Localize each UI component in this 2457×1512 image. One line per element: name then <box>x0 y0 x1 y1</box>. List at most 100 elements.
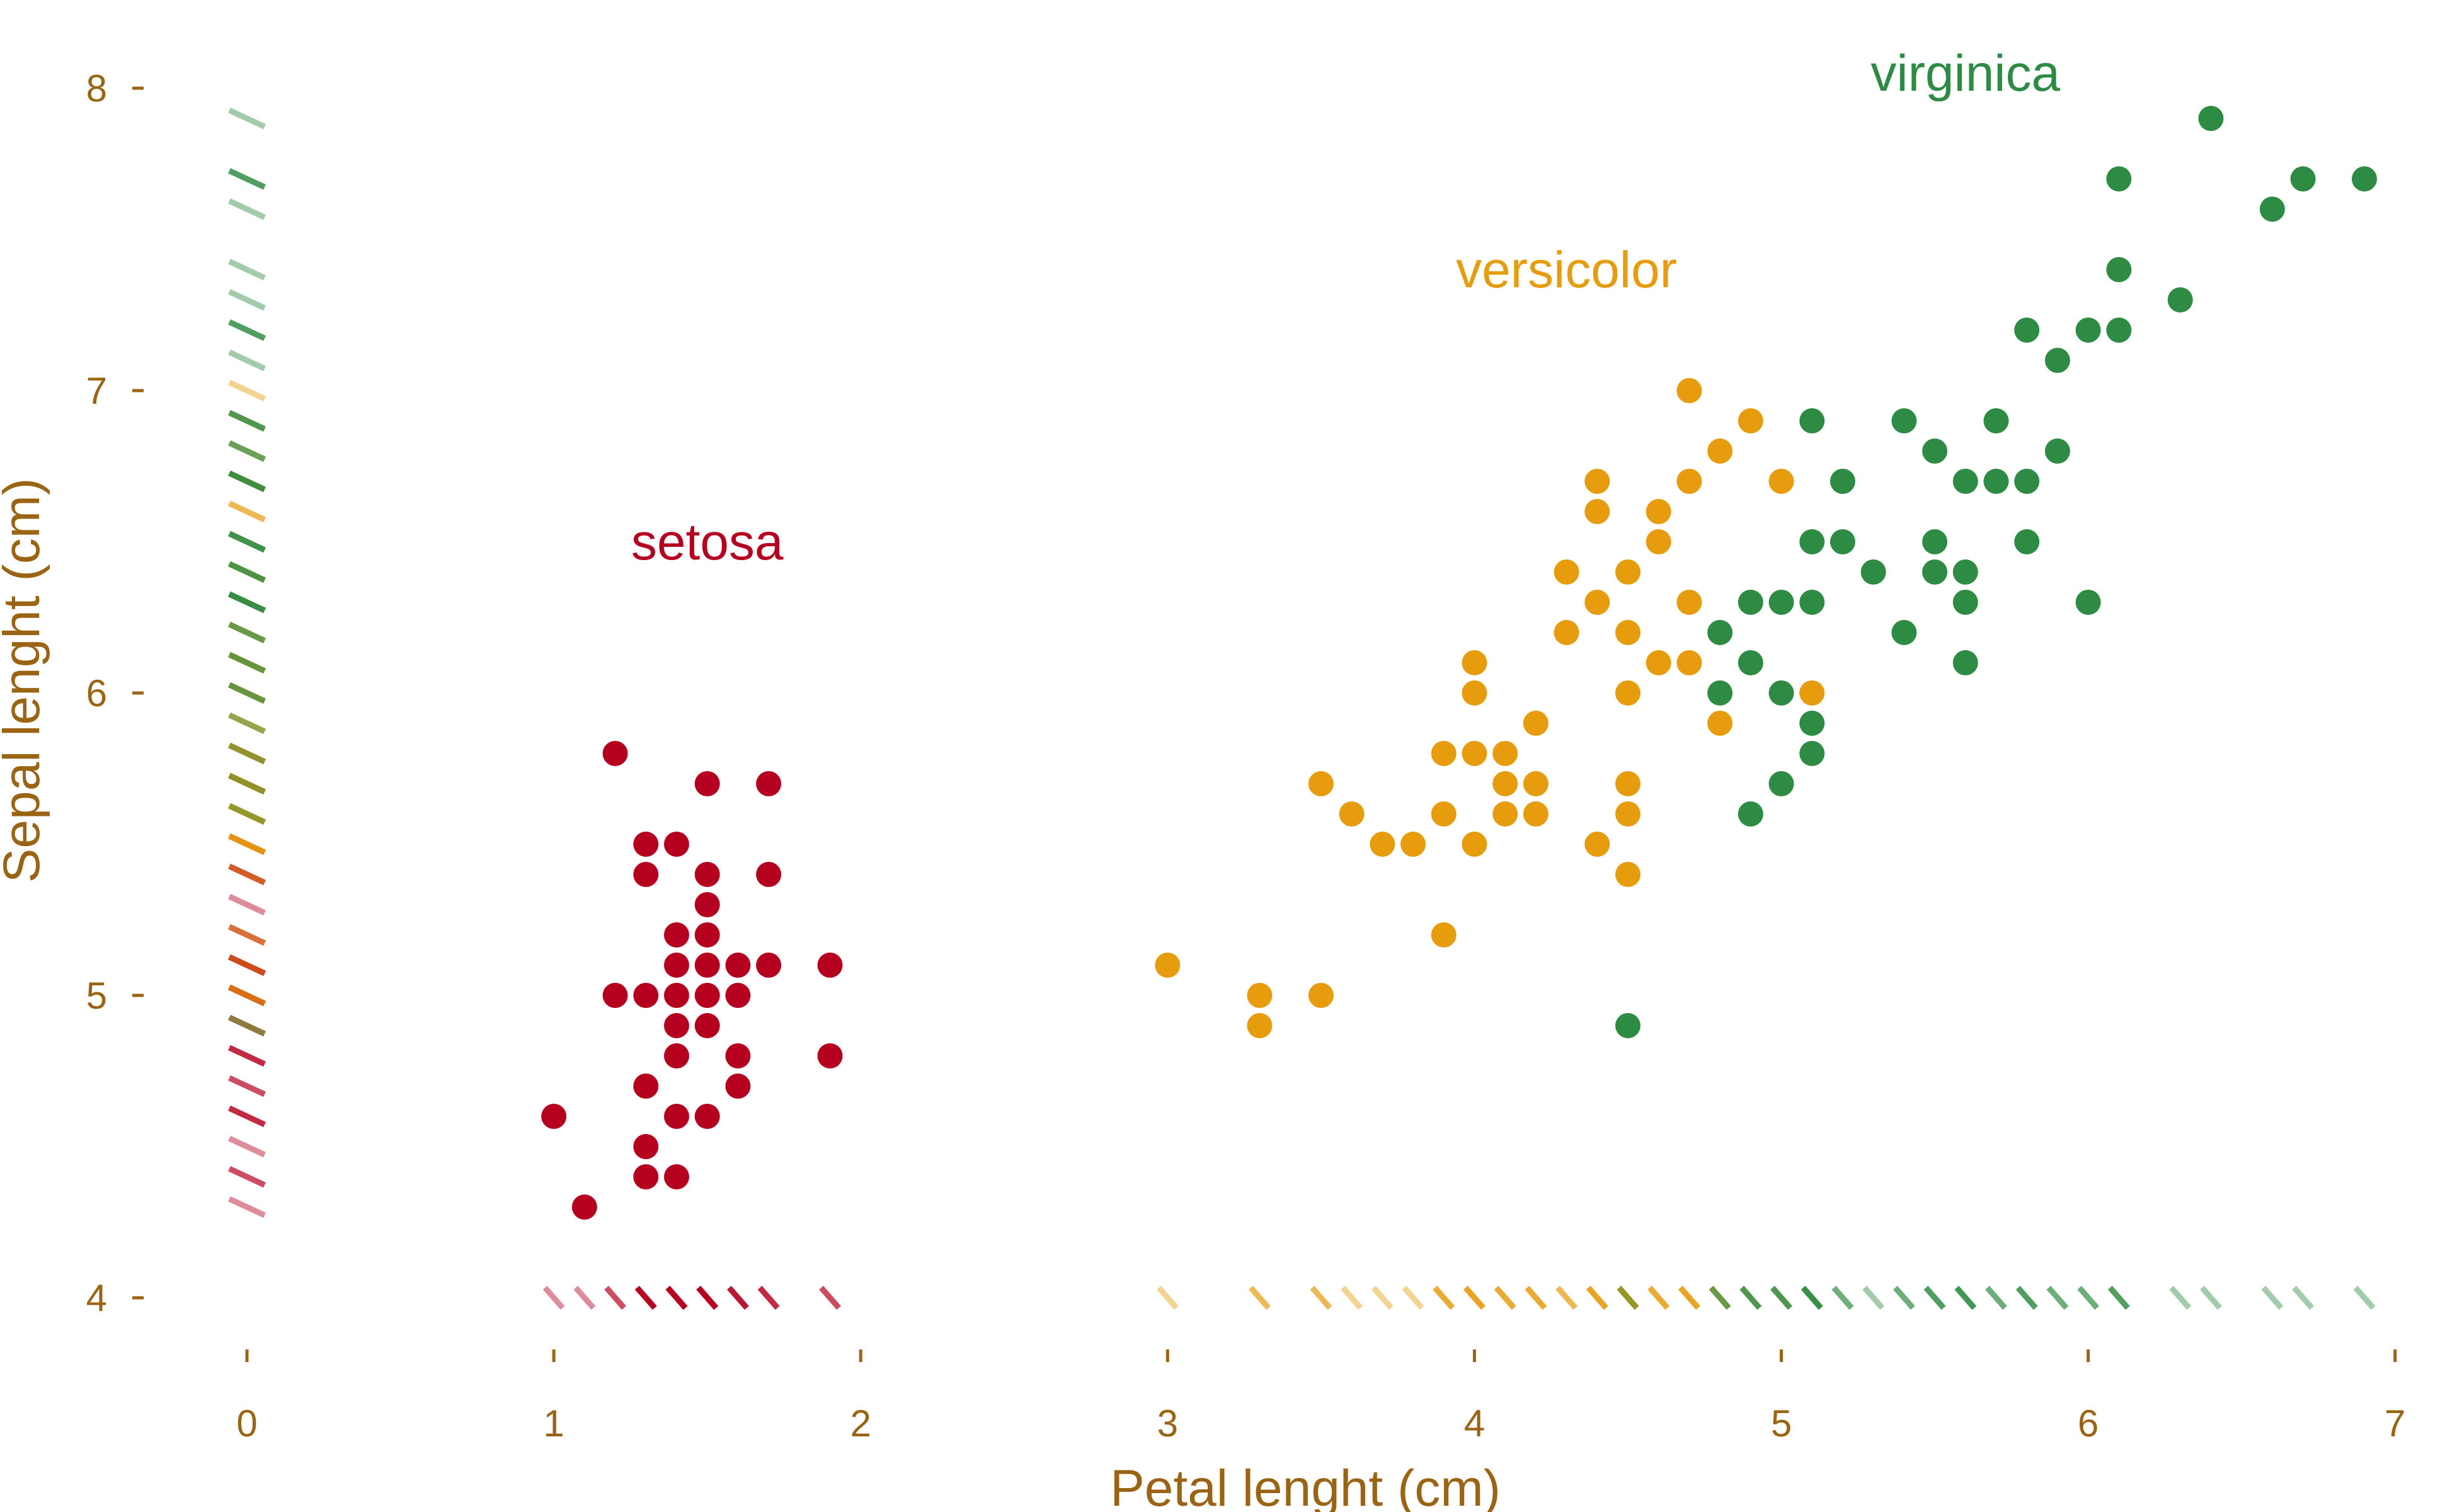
rug-mark-y-virginica <box>228 591 266 614</box>
point-virginica <box>1952 559 1978 585</box>
point-versicolor <box>1799 680 1825 706</box>
point-versicolor <box>1400 832 1426 857</box>
rug-mark-y-virginica <box>228 591 266 614</box>
rug-mark-x-versicolor <box>1341 1286 1363 1310</box>
rug-mark-y-versicolor <box>228 530 266 553</box>
point-setosa <box>663 1164 689 1189</box>
point-versicolor <box>1646 650 1671 675</box>
rug-mark-y-setosa <box>228 863 266 886</box>
point-setosa <box>694 983 720 1008</box>
point-versicolor <box>1676 469 1702 494</box>
rug-mark-y-versicolor <box>228 410 266 432</box>
rug-mark-x-setosa <box>665 1286 688 1310</box>
rug-mark-y-virginica <box>228 168 266 190</box>
rug-mark-y-virginica <box>228 651 266 674</box>
point-versicolor <box>1584 832 1610 857</box>
rug-layer <box>228 107 2376 1310</box>
point-versicolor <box>1707 438 1733 464</box>
point-virginica <box>2198 106 2224 131</box>
rug-mark-x-virginica <box>2107 1286 2130 1310</box>
rug-mark-y-setosa <box>228 1105 266 1128</box>
rug-mark-x-versicolor <box>1494 1286 1516 1310</box>
rug-mark-y-versicolor <box>228 651 266 674</box>
rug-mark-x-versicolor <box>1678 1286 1700 1310</box>
rug-mark-y-versicolor <box>228 803 266 825</box>
x-tick-label: 5 <box>1771 1402 1792 1445</box>
rug-mark-x-setosa <box>665 1286 688 1310</box>
point-setosa <box>663 1104 689 1129</box>
rug-mark-x-setosa <box>573 1286 596 1310</box>
point-virginica <box>2014 318 2040 343</box>
rug-mark-y-versicolor <box>228 470 266 493</box>
rug-mark-x-virginica <box>1985 1286 2007 1310</box>
point-setosa <box>663 832 689 857</box>
point-virginica <box>2014 529 2040 554</box>
rug-mark-y-setosa <box>228 1045 266 1067</box>
point-setosa <box>694 862 720 887</box>
point-virginica <box>1768 771 1794 796</box>
point-setosa <box>725 953 751 978</box>
rug-mark-x-virginica <box>1954 1286 1977 1310</box>
rug-mark-x-setosa <box>634 1286 657 1310</box>
point-versicolor <box>1370 832 1395 857</box>
x-tick-label: 1 <box>543 1402 564 1445</box>
rug-mark-y-versicolor <box>228 682 266 704</box>
point-setosa <box>694 1013 720 1038</box>
x-tick-label: 2 <box>850 1402 871 1445</box>
rug-mark-x-virginica <box>1617 1286 1639 1310</box>
rug-mark-y-versicolor <box>228 954 266 976</box>
rug-mark-y-virginica <box>228 410 266 432</box>
rug-mark-x-setosa <box>665 1286 688 1310</box>
rug-mark-y-setosa <box>228 1166 266 1188</box>
point-versicolor <box>1492 741 1518 766</box>
y-tick-label: 4 <box>86 1277 107 1319</box>
point-virginica <box>1860 559 1886 585</box>
point-virginica <box>2106 257 2132 282</box>
rug-mark-y-versicolor <box>228 742 266 765</box>
point-setosa <box>756 862 782 887</box>
point-setosa <box>633 832 659 857</box>
rug-mark-x-setosa <box>665 1286 688 1310</box>
point-setosa <box>633 983 659 1008</box>
x-tick-label: 4 <box>1464 1402 1485 1445</box>
rug-mark-y-versicolor <box>228 470 266 493</box>
point-setosa <box>663 953 689 978</box>
rug-mark-x-versicolor <box>1617 1286 1639 1310</box>
rug-mark-y-setosa <box>228 863 266 886</box>
rug-mark-x-virginica <box>2200 1286 2222 1310</box>
point-setosa <box>633 1164 659 1189</box>
rug-mark-x-versicolor <box>1617 1286 1639 1310</box>
point-virginica <box>2014 469 2040 494</box>
rug-mark-y-versicolor <box>228 863 266 886</box>
point-setosa <box>725 1074 751 1099</box>
point-setosa <box>725 983 751 1008</box>
rug-mark-x-setosa <box>604 1286 626 1310</box>
rug-mark-y-virginica <box>228 712 266 735</box>
rug-mark-y-setosa <box>228 954 266 976</box>
x-tick-label: 7 <box>2385 1402 2405 1445</box>
rug-mark-x-versicolor <box>1525 1286 1547 1310</box>
rug-mark-x-virginica <box>1801 1286 1823 1310</box>
point-virginica <box>1952 590 1978 615</box>
rug-mark-x-virginica <box>1739 1286 1762 1310</box>
rug-mark-y-virginica <box>228 621 266 644</box>
rug-mark-y-versicolor <box>228 712 266 735</box>
rug-mark-x-setosa <box>696 1286 719 1310</box>
rug-mark-y-setosa <box>228 1075 266 1097</box>
rug-mark-x-versicolor <box>1402 1286 1424 1310</box>
rug-mark-x-virginica <box>1954 1286 1977 1310</box>
rug-mark-y-versicolor <box>228 500 266 523</box>
point-virginica <box>2075 590 2101 615</box>
rug-mark-y-versicolor <box>228 742 266 765</box>
point-versicolor <box>1247 1013 1273 1038</box>
x-tick-label: 6 <box>2078 1402 2099 1445</box>
rug-mark-y-versicolor <box>228 379 266 402</box>
rug-mark-y-versicolor <box>228 591 266 614</box>
point-versicolor <box>1676 378 1702 403</box>
rug-mark-y-setosa <box>228 984 266 1007</box>
rug-mark-y-virginica <box>228 440 266 462</box>
rug-mark-x-versicolor <box>1586 1286 1608 1310</box>
rug-mark-x-virginica <box>1801 1286 1823 1310</box>
rug-mark-x-versicolor <box>1617 1286 1639 1310</box>
